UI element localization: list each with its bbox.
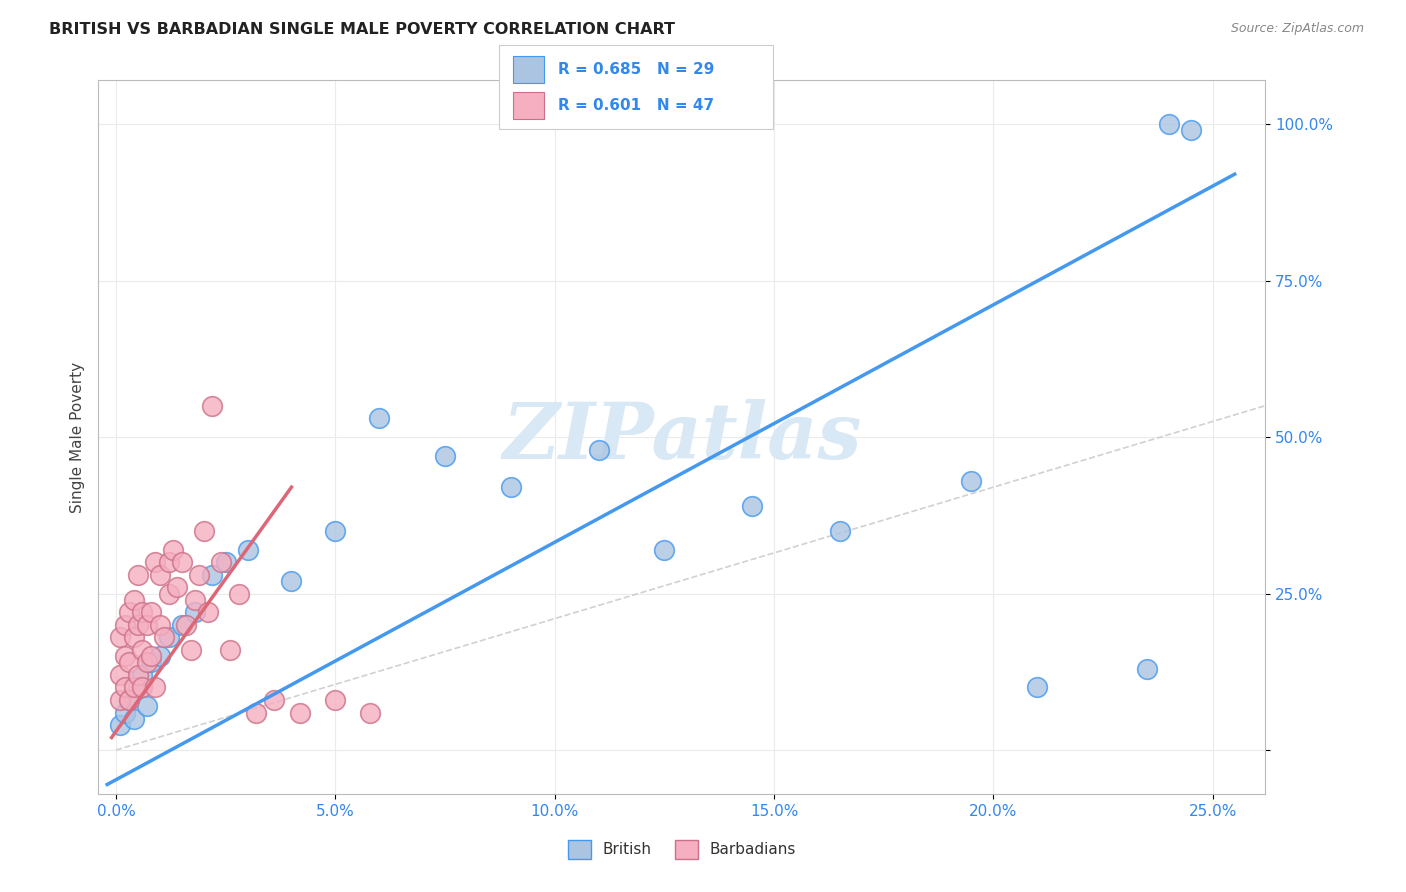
Legend: British, Barbadians: British, Barbadians	[561, 834, 803, 864]
Point	[170, 555, 193, 569]
Point	[131, 681, 153, 695]
Point	[135, 699, 157, 714]
Point	[114, 681, 136, 695]
Point	[139, 656, 162, 670]
Point	[118, 656, 141, 670]
Point	[110, 693, 132, 707]
Point	[1136, 662, 1159, 676]
Point	[323, 693, 346, 707]
Point	[149, 618, 172, 632]
Point	[1180, 123, 1202, 137]
Point	[114, 649, 136, 664]
Point	[960, 474, 983, 488]
Point	[122, 712, 145, 726]
Point	[131, 605, 153, 619]
Point	[162, 542, 184, 557]
Point	[135, 656, 157, 670]
Point	[122, 631, 145, 645]
Point	[122, 592, 145, 607]
Point	[434, 449, 457, 463]
Point	[359, 706, 381, 720]
Point	[157, 586, 180, 600]
Point	[499, 480, 522, 494]
Point	[114, 706, 136, 720]
Point	[184, 605, 207, 619]
Text: R = 0.685   N = 29: R = 0.685 N = 29	[558, 62, 714, 77]
Point	[228, 586, 250, 600]
Point	[368, 411, 391, 425]
Point	[245, 706, 267, 720]
Text: ZIPatlas: ZIPatlas	[502, 399, 862, 475]
Point	[219, 643, 242, 657]
Point	[122, 681, 145, 695]
Point	[139, 605, 162, 619]
Point	[110, 668, 132, 682]
Point	[131, 643, 153, 657]
Point	[157, 631, 180, 645]
Point	[588, 442, 610, 457]
Point	[127, 618, 149, 632]
Point	[180, 643, 202, 657]
Point	[214, 555, 236, 569]
Point	[236, 542, 259, 557]
Point	[149, 649, 172, 664]
Point	[174, 618, 197, 632]
Point	[828, 524, 851, 538]
Y-axis label: Single Male Poverty: Single Male Poverty	[69, 361, 84, 513]
Point	[197, 605, 219, 619]
Point	[131, 668, 153, 682]
Point	[741, 499, 763, 513]
Point	[135, 618, 157, 632]
Point	[201, 567, 224, 582]
Point	[149, 567, 172, 582]
Point	[127, 668, 149, 682]
Point	[110, 718, 132, 732]
Point	[139, 649, 162, 664]
Point	[145, 555, 167, 569]
Point	[1157, 117, 1180, 131]
Point	[166, 580, 188, 594]
Point	[280, 574, 302, 588]
Point	[118, 693, 141, 707]
Point	[193, 524, 215, 538]
Point	[127, 567, 149, 582]
Text: BRITISH VS BARBADIAN SINGLE MALE POVERTY CORRELATION CHART: BRITISH VS BARBADIAN SINGLE MALE POVERTY…	[49, 22, 675, 37]
Point	[290, 706, 312, 720]
Point	[170, 618, 193, 632]
Point	[110, 631, 132, 645]
Point	[153, 631, 176, 645]
Point	[118, 693, 141, 707]
Point	[145, 681, 167, 695]
Point	[188, 567, 211, 582]
Point	[114, 618, 136, 632]
Point	[127, 681, 149, 695]
Point	[323, 524, 346, 538]
Point	[654, 542, 676, 557]
Point	[1026, 681, 1049, 695]
Point	[184, 592, 207, 607]
Text: R = 0.601   N = 47: R = 0.601 N = 47	[558, 98, 714, 112]
Point	[118, 605, 141, 619]
Point	[263, 693, 285, 707]
Point	[209, 555, 232, 569]
Text: Source: ZipAtlas.com: Source: ZipAtlas.com	[1230, 22, 1364, 36]
Point	[201, 399, 224, 413]
Point	[157, 555, 180, 569]
